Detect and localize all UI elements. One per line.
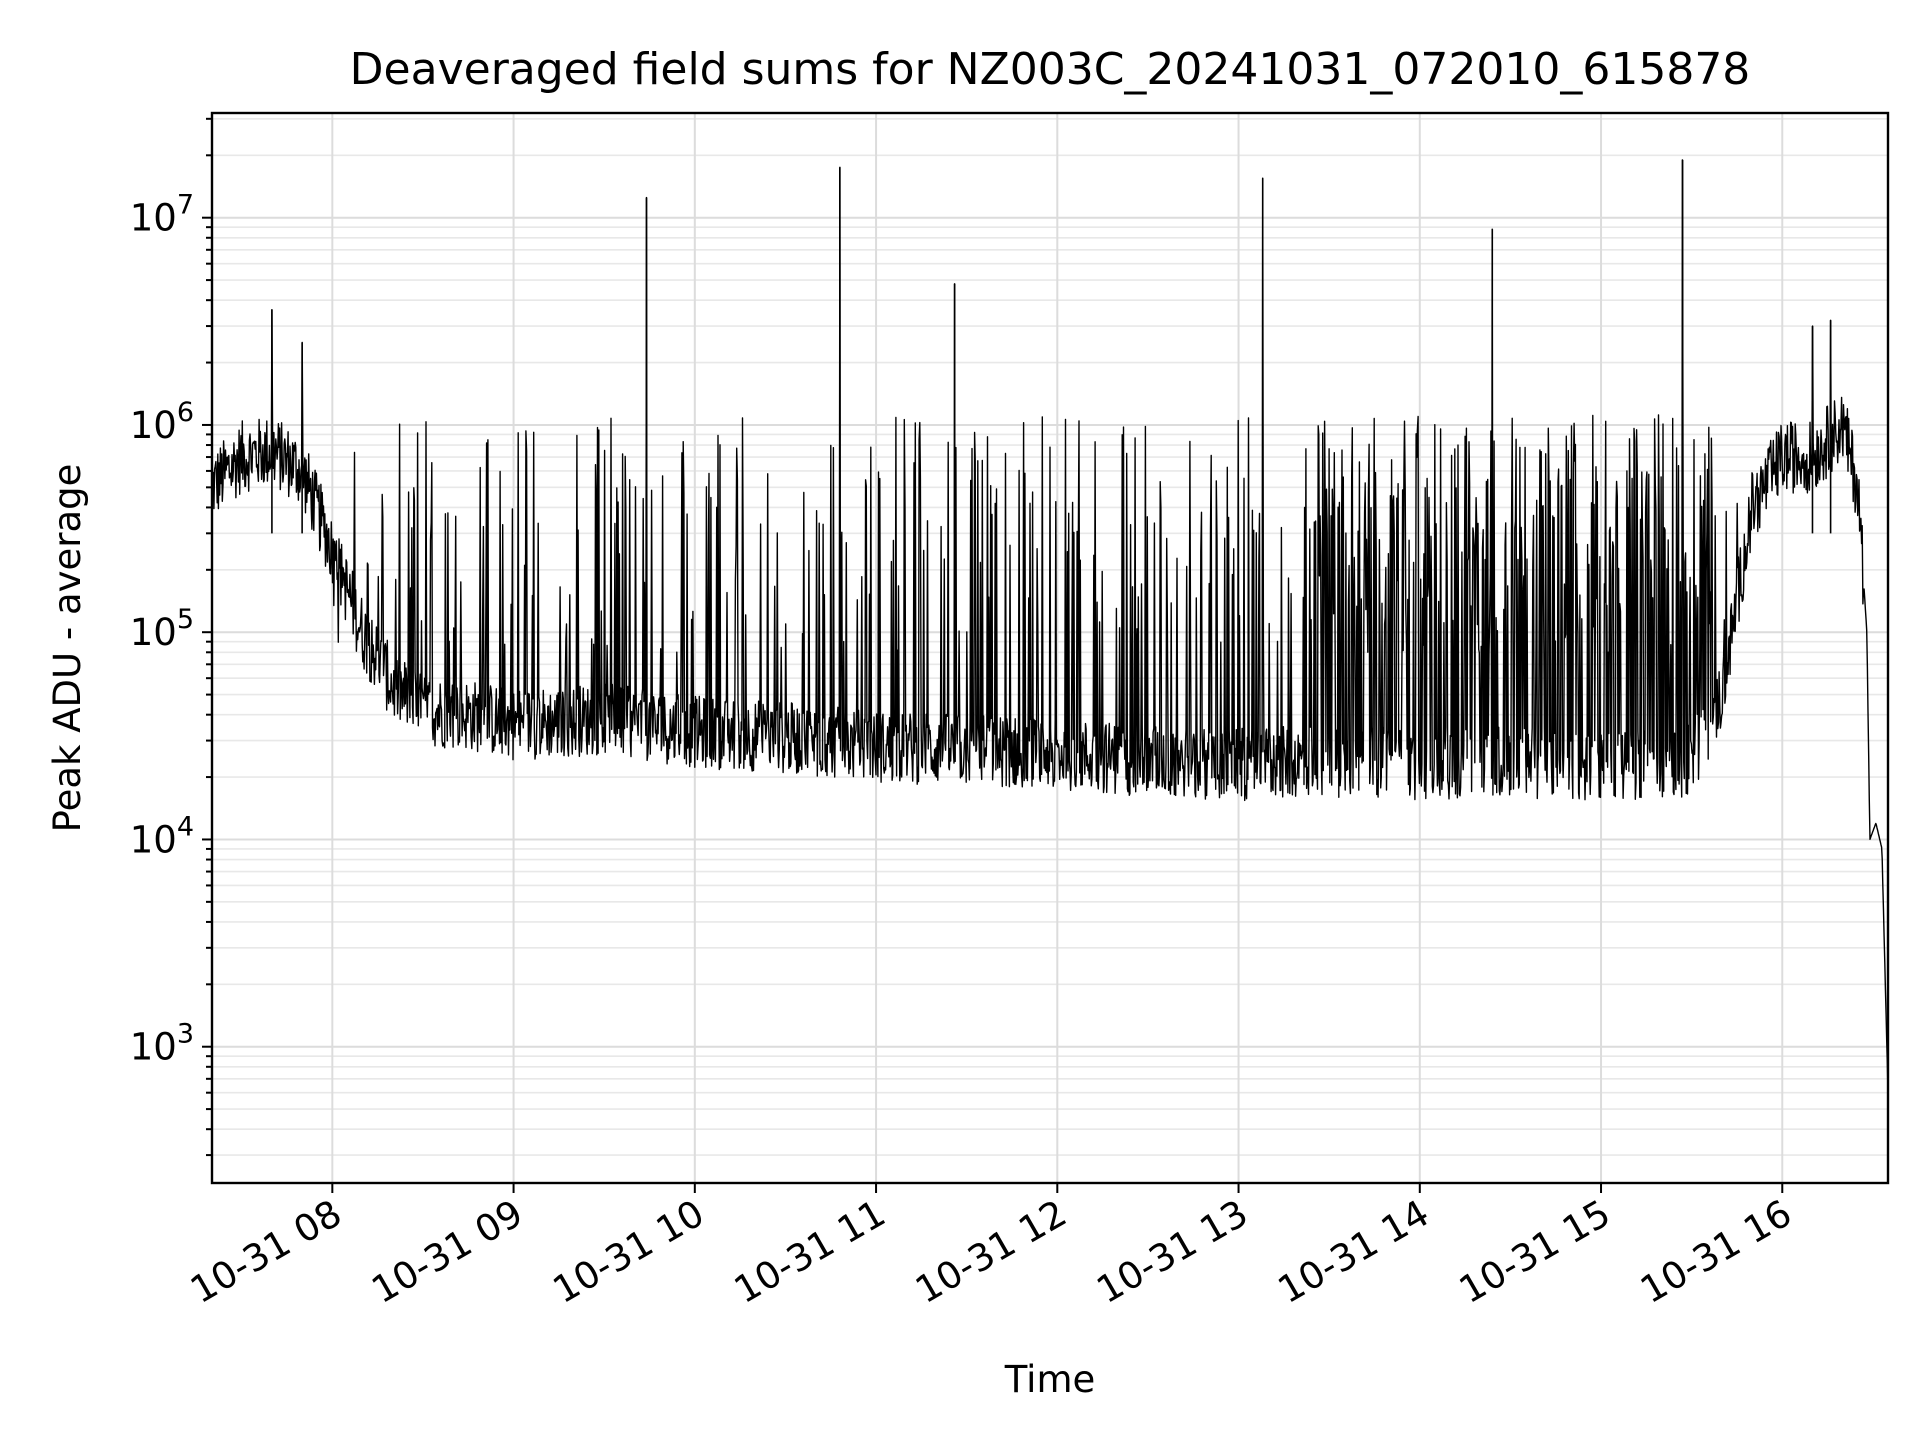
y-tick-base: 10 xyxy=(130,611,177,654)
y-tick-base: 10 xyxy=(130,404,177,447)
plot-area xyxy=(212,159,1888,1093)
y-tick-label: 106 xyxy=(130,397,194,447)
series-line xyxy=(212,159,1888,1093)
chart-title: Deaveraged field sums for NZ003C_2024103… xyxy=(350,44,1751,95)
y-tick-base: 10 xyxy=(130,1026,177,1069)
y-tick-exponent: 3 xyxy=(177,1019,194,1050)
x-axis-label: Time xyxy=(1004,1358,1096,1401)
y-tick-label: 104 xyxy=(130,811,194,861)
y-tick-exponent: 5 xyxy=(177,604,194,635)
y-tick-label: 107 xyxy=(130,190,194,240)
y-axis-label: Peak ADU - average xyxy=(46,464,89,833)
y-tick-label: 103 xyxy=(130,1019,194,1069)
y-tick-base: 10 xyxy=(130,818,177,861)
y-tick-exponent: 4 xyxy=(177,811,194,842)
y-tick-exponent: 7 xyxy=(177,190,194,221)
y-tick-exponent: 6 xyxy=(177,397,194,428)
plot-frame xyxy=(210,111,1890,1185)
y-tick-label: 105 xyxy=(130,604,194,654)
spike-markers xyxy=(271,159,1832,534)
y-tick-base: 10 xyxy=(130,197,177,240)
